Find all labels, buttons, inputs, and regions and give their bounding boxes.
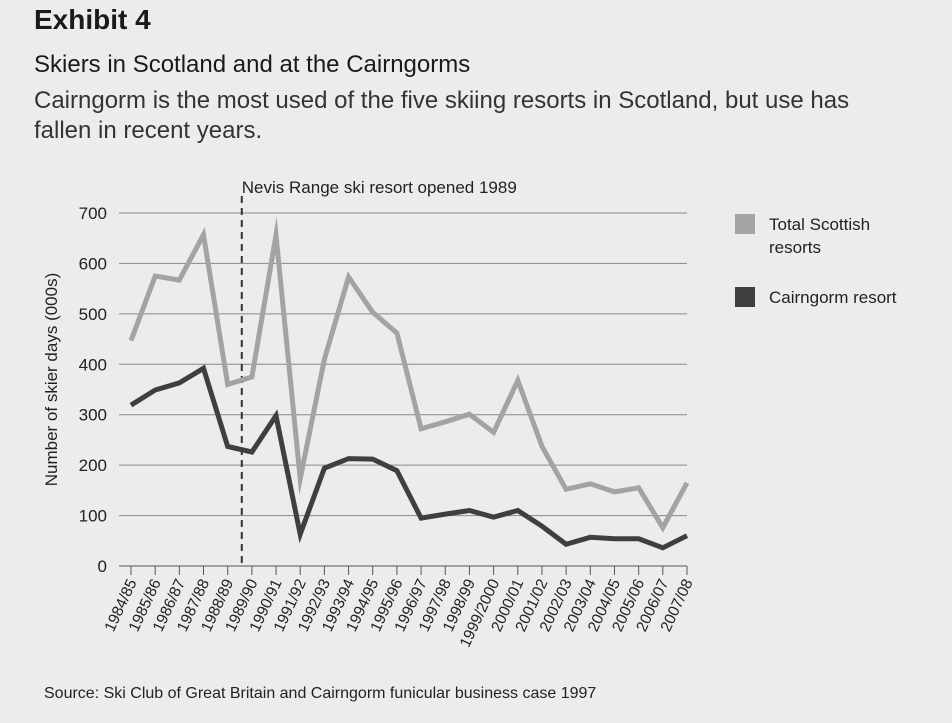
y-tick-label: 600	[79, 254, 107, 273]
chart-subtitle: Cairngorm is the most used of the five s…	[34, 87, 850, 144]
y-tick-label: 0	[98, 557, 107, 576]
legend-swatch	[735, 214, 755, 234]
y-tick-label: 500	[79, 305, 107, 324]
y-tick-label: 300	[79, 406, 107, 425]
line-chart: 1984/851985/861986/871987/881988/891989/…	[42, 178, 897, 650]
source-note: Source: Ski Club of Great Britain and Ca…	[44, 685, 597, 702]
x-axis: 1984/851985/861986/871987/881988/891989/…	[102, 566, 697, 650]
legend: Total Scottish resorts Cairngorm resort	[735, 214, 897, 307]
legend-label: Total Scottish resorts	[769, 215, 870, 257]
y-tick-label: 400	[79, 355, 107, 374]
annotation-group: Nevis Range ski resort opened 1989	[240, 178, 517, 566]
series-line-cairngorm-resort	[129, 364, 689, 551]
chart-title: Skiers in Scotland and at the Cairngorms	[34, 51, 471, 78]
y-tick-labels: 0 100 200 300 400 500 600 700 Number of skier da…	[42, 204, 107, 576]
legend-label: Cairngorm resort	[769, 288, 897, 307]
series-line-total-scottish-resorts	[128, 216, 690, 533]
y-axis-title: Number of skier days (000s)	[42, 273, 61, 487]
annotation-text: Nevis Range ski resort opened 1989	[242, 178, 517, 197]
exhibit-label: Exhibit 4	[34, 4, 151, 35]
y-tick-label: 200	[79, 456, 107, 475]
series-lines	[128, 216, 690, 551]
y-tick-label: 100	[79, 507, 107, 526]
grid-lines	[119, 212, 687, 567]
y-tick-label: 700	[79, 204, 107, 223]
legend-swatch	[735, 287, 755, 307]
